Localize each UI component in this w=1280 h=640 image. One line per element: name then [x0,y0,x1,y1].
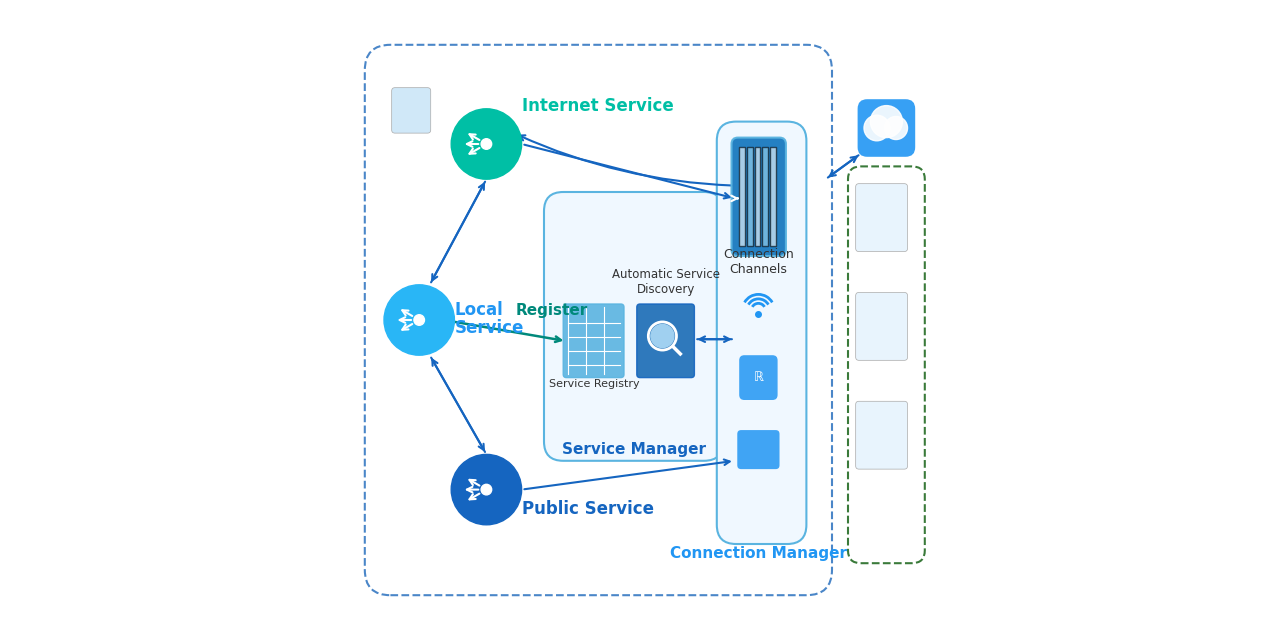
Text: Register: Register [516,303,588,318]
Text: Internet Service: Internet Service [522,97,673,115]
Circle shape [870,106,902,138]
Text: Service Manager: Service Manager [562,442,705,457]
FancyBboxPatch shape [855,401,908,469]
Circle shape [413,315,425,325]
FancyBboxPatch shape [544,192,723,461]
Text: Automatic Service
Discovery: Automatic Service Discovery [612,268,719,296]
FancyBboxPatch shape [855,184,908,252]
Text: ℝ: ℝ [754,371,763,384]
FancyBboxPatch shape [717,122,806,544]
Circle shape [884,116,908,140]
Circle shape [652,324,675,348]
FancyBboxPatch shape [740,147,745,246]
Circle shape [452,109,522,179]
Circle shape [481,484,492,495]
Circle shape [384,285,454,355]
FancyBboxPatch shape [392,88,430,133]
Circle shape [864,115,890,141]
Text: Service Registry: Service Registry [549,379,639,389]
FancyBboxPatch shape [732,138,786,256]
Text: Public Service: Public Service [522,500,654,518]
Text: Connection
Channels: Connection Channels [723,248,794,276]
Text: Service: Service [454,319,524,337]
FancyBboxPatch shape [755,147,760,246]
FancyBboxPatch shape [855,292,908,360]
FancyBboxPatch shape [763,147,768,246]
Circle shape [481,139,492,149]
FancyBboxPatch shape [858,99,915,157]
Text: Connection Manager: Connection Manager [669,546,847,561]
FancyBboxPatch shape [740,355,778,400]
Circle shape [452,454,522,525]
FancyBboxPatch shape [748,147,753,246]
FancyBboxPatch shape [737,430,780,469]
FancyBboxPatch shape [563,304,625,378]
Text: Local: Local [454,301,503,319]
FancyBboxPatch shape [637,304,694,378]
FancyBboxPatch shape [771,147,776,246]
